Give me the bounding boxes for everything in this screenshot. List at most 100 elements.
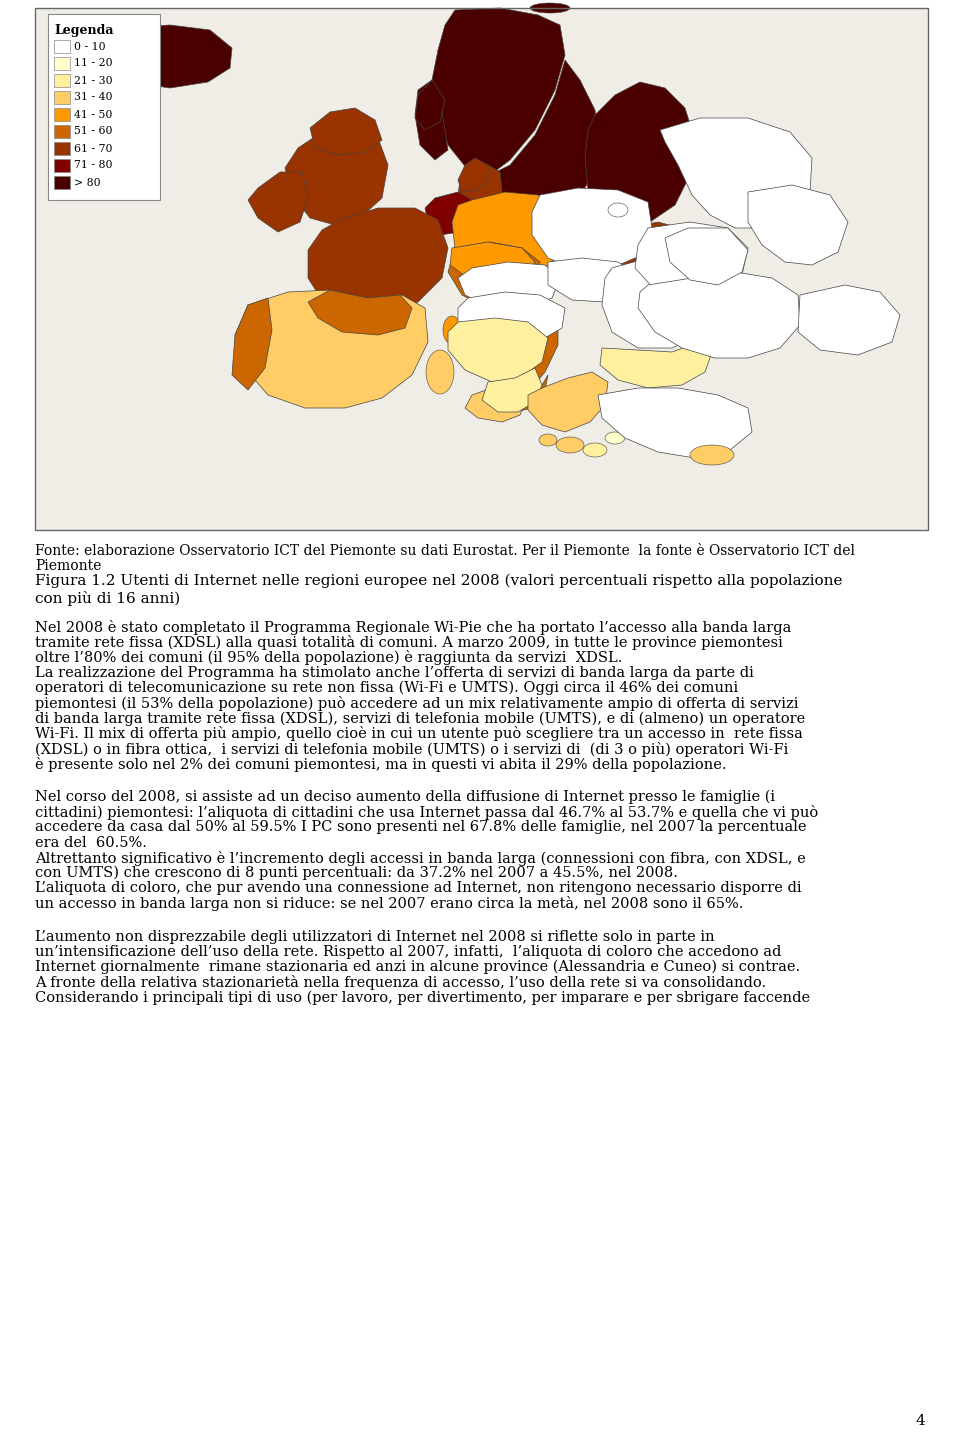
Polygon shape (310, 108, 382, 155)
Polygon shape (88, 25, 232, 88)
Polygon shape (532, 188, 652, 270)
Polygon shape (602, 258, 715, 348)
Text: 11 - 20: 11 - 20 (74, 59, 112, 68)
Bar (35, 9, 928, 530)
Text: Wi-Fi. Il mix di offerta più ampio, quello cioè in cui un utente può scegliere t: Wi-Fi. Il mix di offerta più ampio, quel… (35, 726, 803, 741)
Polygon shape (415, 79, 445, 130)
Bar (54, 108, 70, 121)
Text: accedere da casa dal 50% al 59.5% I PC sono presenti nel 67.8% delle famiglie, n: accedere da casa dal 50% al 59.5% I PC s… (35, 820, 806, 835)
Bar (54, 126, 70, 139)
Bar (54, 159, 70, 172)
Bar (54, 91, 70, 104)
Polygon shape (450, 243, 535, 282)
Polygon shape (415, 79, 448, 160)
Text: piemontesi (il 53% della popolazione) può accedere ad un mix relativamente ampio: piemontesi (il 53% della popolazione) pu… (35, 696, 799, 710)
Polygon shape (614, 222, 690, 287)
Text: La realizzazione del Programma ha stimolato anche l’offerta di servizi di banda : La realizzazione del Programma ha stimol… (35, 666, 754, 680)
Bar (54, 142, 70, 155)
Bar (35, 9, 928, 530)
Polygon shape (432, 9, 565, 175)
Polygon shape (600, 342, 712, 388)
Text: Nel 2008 è stato completato il Programma Regionale Wi-Pie che ha portato l’acces: Nel 2008 è stato completato il Programma… (35, 619, 791, 635)
Text: un accesso in banda larga non si riduce: se nel 2007 erano circa la metà, nel 20: un accesso in banda larga non si riduce:… (35, 897, 743, 911)
Polygon shape (452, 192, 562, 282)
Polygon shape (235, 290, 428, 409)
Polygon shape (285, 129, 388, 225)
Ellipse shape (530, 3, 570, 13)
Ellipse shape (443, 316, 461, 344)
Text: Nel corso del 2008, si assiste ad un deciso aumento della diffusione di Internet: Nel corso del 2008, si assiste ad un dec… (35, 790, 775, 804)
Polygon shape (512, 375, 548, 412)
Polygon shape (425, 192, 472, 235)
Text: 0 - 10: 0 - 10 (74, 42, 106, 52)
Text: con più di 16 anni): con più di 16 anni) (35, 591, 180, 606)
Text: di banda larga tramite rete fissa (XDSL), servizi di telefonia mobile (UMTS), e : di banda larga tramite rete fissa (XDSL)… (35, 712, 805, 725)
Polygon shape (232, 297, 272, 390)
Text: > 80: > 80 (74, 178, 101, 188)
Bar (48, 14, 160, 201)
Text: oltre l’80% dei comuni (il 95% della popolazione) è raggiunta da servizi  XDSL.: oltre l’80% dei comuni (il 95% della pop… (35, 650, 622, 666)
Text: Figura 1.2 Utenti di Internet nelle regioni europee nel 2008 (valori percentuali: Figura 1.2 Utenti di Internet nelle regi… (35, 575, 843, 588)
Bar (54, 176, 70, 189)
Polygon shape (585, 82, 695, 228)
Polygon shape (660, 118, 812, 228)
Ellipse shape (539, 435, 557, 446)
Polygon shape (638, 271, 800, 358)
Text: 71 - 80: 71 - 80 (74, 160, 112, 170)
Polygon shape (470, 61, 600, 235)
Text: un’intensificazione dell’uso della rete. Rispetto al 2007, infatti,  l’aliquota : un’intensificazione dell’uso della rete.… (35, 944, 781, 959)
Polygon shape (248, 172, 308, 232)
Text: 41 - 50: 41 - 50 (74, 110, 112, 120)
Polygon shape (635, 222, 748, 297)
Text: Internet giornalmente  rimane stazionaria ed anzi in alcune province (Alessandri: Internet giornalmente rimane stazionaria… (35, 960, 800, 975)
Text: Considerando i principali tipi di uso (per lavoro, per divertimento, per imparar: Considerando i principali tipi di uso (p… (35, 991, 810, 1005)
Text: 51 - 60: 51 - 60 (74, 127, 112, 137)
Bar (54, 56, 70, 69)
Polygon shape (598, 388, 752, 458)
Bar (54, 40, 70, 53)
Ellipse shape (608, 204, 628, 217)
Ellipse shape (690, 445, 734, 465)
Text: è presente solo nel 2% dei comuni piemontesi, ma in questi vi abita il 29% della: è presente solo nel 2% dei comuni piemon… (35, 757, 727, 771)
Polygon shape (798, 284, 900, 355)
Text: Altrettanto significativo è l’incremento degli accessi in banda larga (connessio: Altrettanto significativo è l’incremento… (35, 851, 805, 866)
Text: L’aliquota di coloro, che pur avendo una connessione ad Internet, non ritengono : L’aliquota di coloro, che pur avendo una… (35, 881, 802, 895)
Polygon shape (495, 315, 558, 401)
Polygon shape (458, 157, 488, 192)
Polygon shape (458, 261, 560, 308)
Polygon shape (482, 368, 542, 412)
Text: 4: 4 (915, 1414, 925, 1428)
Text: Legenda: Legenda (54, 25, 113, 38)
Text: 21 - 30: 21 - 30 (74, 75, 112, 85)
Polygon shape (448, 318, 548, 383)
Polygon shape (308, 290, 412, 335)
Ellipse shape (605, 432, 625, 443)
Polygon shape (308, 208, 448, 318)
Ellipse shape (426, 349, 454, 394)
Polygon shape (665, 228, 748, 284)
Text: L’aumento non disprezzabile degli utilizzatori di Internet nel 2008 si riflette : L’aumento non disprezzabile degli utiliz… (35, 930, 714, 943)
Polygon shape (528, 373, 608, 432)
Text: operatori di telecomunicazione su rete non fissa (Wi-Fi e UMTS). Oggi circa il 4: operatori di telecomunicazione su rete n… (35, 680, 738, 695)
Text: era del  60.5%.: era del 60.5%. (35, 836, 147, 849)
Text: Piemonte: Piemonte (35, 559, 102, 573)
Polygon shape (458, 165, 502, 218)
Polygon shape (458, 292, 565, 345)
Text: con UMTS) che crescono di 8 punti percentuali: da 37.2% nel 2007 a 45.5%, nel 20: con UMTS) che crescono di 8 punti percen… (35, 866, 678, 881)
Polygon shape (448, 243, 540, 308)
Text: cittadini) piemontesi: l’aliquota di cittadini che usa Internet passa dal 46.7% : cittadini) piemontesi: l’aliquota di cit… (35, 806, 818, 820)
Text: tramite rete fissa (XDSL) alla quasi totalità di comuni. A marzo 2009, in tutte : tramite rete fissa (XDSL) alla quasi tot… (35, 635, 782, 650)
Text: (XDSL) o in fibra ottica,  i servizi di telefonia mobile (UMTS) o i servizi di  : (XDSL) o in fibra ottica, i servizi di t… (35, 742, 788, 757)
Text: 61 - 70: 61 - 70 (74, 143, 112, 153)
Text: A fronte della relativa stazionarietà nella frequenza di accesso, l’uso della re: A fronte della relativa stazionarietà ne… (35, 975, 766, 991)
Text: Fonte: elaborazione Osservatorio ICT del Piemonte su dati Eurostat. Per il Piemo: Fonte: elaborazione Osservatorio ICT del… (35, 544, 855, 557)
Text: 31 - 40: 31 - 40 (74, 92, 112, 103)
Ellipse shape (583, 443, 607, 456)
Polygon shape (548, 258, 638, 302)
Polygon shape (748, 185, 848, 266)
Polygon shape (472, 269, 550, 368)
Bar (35, 9, 928, 530)
Polygon shape (692, 308, 718, 342)
Bar (54, 74, 70, 87)
Ellipse shape (556, 438, 584, 453)
